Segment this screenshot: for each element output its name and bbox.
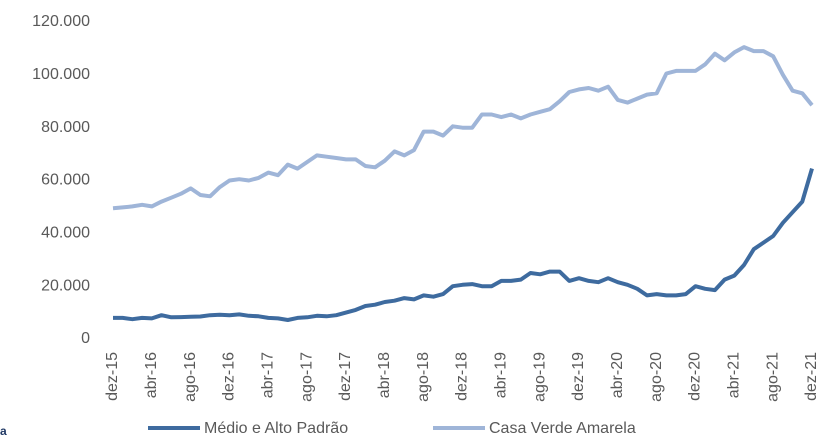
y-tick-label: 80.000 — [41, 119, 90, 136]
x-tick-label: dez-16 — [221, 352, 238, 401]
legend-label: Médio e Alto Padrão — [204, 420, 348, 437]
y-tick-label: 0 — [81, 330, 90, 347]
x-tick-label: ago-16 — [182, 352, 199, 402]
series-line — [113, 168, 814, 322]
x-tick-label: ago-21 — [764, 352, 781, 402]
x-tick-label: dez-18 — [454, 352, 471, 401]
x-tick-label: abr-20 — [609, 352, 626, 398]
x-tick-label: abr-18 — [376, 352, 393, 398]
x-tick-label: ago-17 — [298, 352, 315, 402]
x-tick-label: dez-21 — [803, 352, 820, 401]
y-tick-label: 60.000 — [41, 172, 90, 189]
y-tick-label: 40.000 — [41, 225, 90, 242]
x-tick-label: dez-15 — [104, 352, 121, 401]
legend-label: Casa Verde Amarela — [489, 420, 636, 437]
x-tick-label: abr-19 — [493, 352, 510, 398]
x-tick-label: dez-20 — [687, 352, 704, 401]
x-tick-label: abr-17 — [260, 352, 277, 398]
y-tick-label: 20.000 — [41, 277, 90, 294]
y-tick-label: 100.000 — [32, 66, 90, 83]
x-tick-label: dez-17 — [337, 352, 354, 401]
x-tick-label: abr-16 — [143, 352, 160, 398]
y-tick-label: 120.000 — [32, 13, 90, 30]
x-tick-label: ago-20 — [648, 352, 665, 402]
x-tick-label: abr-21 — [726, 352, 743, 398]
x-tick-label: dez-19 — [570, 352, 587, 401]
series-line — [112, 45, 814, 211]
x-tick-label: ago-19 — [531, 352, 548, 402]
text-fragment: a — [0, 424, 7, 438]
x-tick-label: ago-18 — [415, 352, 432, 402]
